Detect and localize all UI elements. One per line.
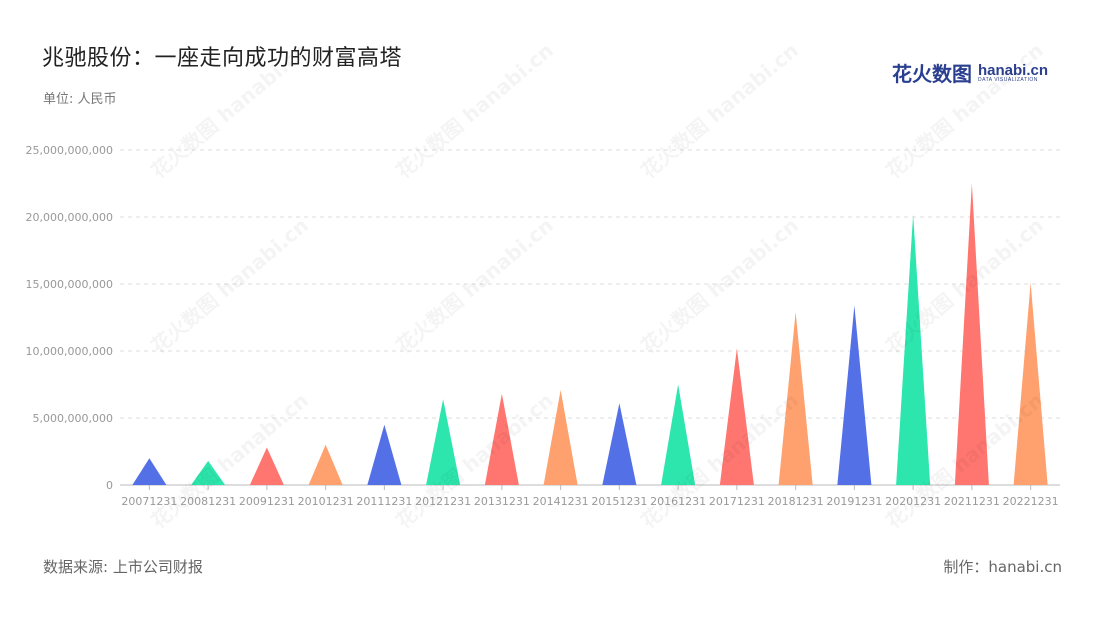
logo-cn-text: 花火数图 (892, 62, 972, 86)
x-tick-label: 20121231 (415, 495, 471, 508)
y-tick-label: 20,000,000,000 (26, 211, 113, 224)
x-tick-label: 20071231 (121, 495, 177, 508)
triangle-bar[interactable] (426, 399, 461, 485)
triangle-bar[interactable] (602, 403, 637, 485)
x-tick-label: 20111231 (356, 495, 412, 508)
x-tick-label: 20101231 (298, 495, 354, 508)
y-tick-label: 25,000,000,000 (26, 144, 113, 157)
triangle-bar[interactable] (954, 183, 989, 486)
data-source: 数据来源: 上市公司财报 (43, 558, 203, 576)
triangle-bar[interactable] (719, 348, 754, 485)
triangle-bar[interactable] (308, 444, 343, 485)
logo-en-text: hanabi.cn (978, 61, 1049, 79)
x-tick-label: 20211231 (944, 495, 1000, 508)
x-tick-label: 20151231 (591, 495, 647, 508)
brand-logo: 花火数图 hanabi.cn DATA VISUALIZATION (892, 58, 1048, 87)
chart-title: 兆驰股份：一座走向成功的财富高塔 (42, 46, 403, 71)
x-tick-label: 20181231 (768, 495, 824, 508)
y-tick-label: 5,000,000,000 (33, 412, 113, 425)
triangle-bar[interactable] (661, 384, 696, 486)
triangle-bar[interactable] (191, 460, 226, 485)
x-tick-label: 20201231 (885, 495, 941, 508)
credit-text: 制作：hanabi.cn (943, 558, 1062, 576)
y-tick-label: 15,000,000,000 (26, 278, 113, 291)
triangle-bar[interactable] (484, 393, 519, 485)
x-tick-label: 20191231 (826, 495, 882, 508)
logo-sub-text: DATA VISUALIZATION (978, 76, 1038, 83)
triangle-bar[interactable] (367, 424, 402, 485)
x-tick-label: 20141231 (533, 495, 589, 508)
triangle-bar[interactable] (249, 447, 284, 485)
triangle-bar[interactable] (543, 389, 578, 485)
x-tick-label: 20081231 (180, 495, 236, 508)
y-tick-label: 10,000,000,000 (26, 345, 113, 358)
y-tick-label: 0 (106, 479, 113, 492)
unit-label: 单位: 人民币 (43, 92, 117, 107)
x-tick-label: 20131231 (474, 495, 530, 508)
x-tick-label: 20171231 (709, 495, 765, 508)
x-tick-label: 20161231 (650, 495, 706, 508)
triangle-bar[interactable] (1013, 282, 1048, 485)
x-tick-label: 20091231 (239, 495, 295, 508)
x-tick-label: 20221231 (1003, 495, 1059, 508)
triangle-bar[interactable] (837, 305, 872, 485)
triangle-bar[interactable] (778, 312, 813, 485)
triangle-bar[interactable] (896, 214, 931, 485)
triangle-bar[interactable] (132, 458, 167, 485)
